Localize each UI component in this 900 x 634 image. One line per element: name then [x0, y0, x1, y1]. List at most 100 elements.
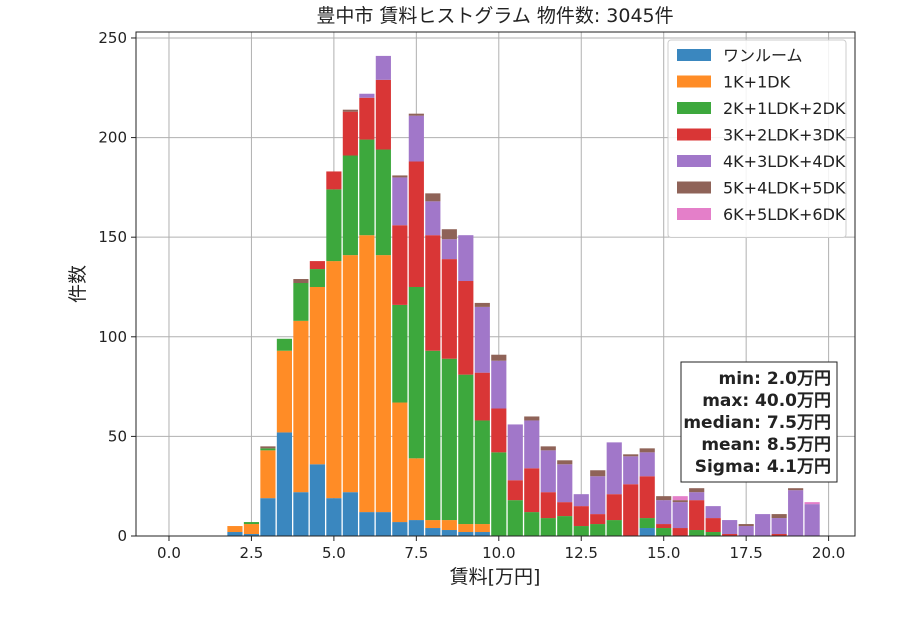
bar-segment	[408, 115, 424, 162]
bar-segment	[788, 488, 804, 491]
bar-segment	[408, 458, 424, 521]
bar-segment	[425, 193, 441, 202]
bar-segment	[656, 524, 672, 529]
stats-line: Sigma: 4.1万円	[695, 457, 831, 477]
bar-segment	[474, 524, 490, 533]
legend: ワンルーム 1K+1DK 2K+1LDK+2DK 3K+2LDK+3DK 4K+3LDK…	[667, 39, 847, 238]
legend-entry: 1K+1DK	[723, 73, 791, 92]
bar-segment	[507, 500, 523, 536]
x-tick-label: 5.0	[322, 544, 346, 562]
bar-segment	[771, 534, 787, 536]
y-tick-label: 0	[117, 527, 127, 545]
bar-segment	[359, 512, 375, 536]
bar-segment	[425, 350, 441, 521]
bar-segment	[276, 350, 292, 433]
bar-segment	[705, 518, 721, 533]
stats-line: min: 2.0万円	[719, 369, 831, 389]
legend-box	[667, 39, 847, 238]
bar-segment	[491, 408, 507, 453]
legend-entry: 4K+3LDK+4DK	[723, 152, 846, 171]
bar-segment	[606, 520, 622, 536]
bar-segment	[474, 420, 490, 525]
bar-segment	[425, 201, 441, 236]
y-axis-ticks: 0 50 100 150 200 250	[98, 29, 136, 545]
bar-segment	[408, 161, 424, 287]
bar-segment	[441, 229, 457, 240]
stats-line: mean: 8.5万円	[701, 435, 831, 455]
bar-segment	[474, 532, 490, 536]
legend-swatch	[677, 49, 711, 61]
bar-segment	[375, 79, 391, 150]
bar-segment	[441, 239, 457, 260]
stats-box-frame	[680, 361, 838, 483]
bar-segment	[441, 259, 457, 359]
bar-segment	[260, 448, 276, 451]
x-tick-label: 2.5	[240, 544, 264, 562]
bar-segment	[342, 111, 358, 156]
bar-segment	[276, 432, 292, 536]
bar-segment	[606, 442, 622, 495]
bar-segment	[540, 446, 556, 451]
bar-segment	[771, 518, 787, 535]
bar-segment	[425, 528, 441, 536]
bar-segment	[293, 279, 309, 283]
bar-segment	[359, 139, 375, 236]
bar-segment	[656, 496, 672, 501]
bar-segment	[689, 500, 705, 531]
bar-segment	[260, 498, 276, 536]
bar-segment	[491, 360, 507, 409]
bar-segment	[590, 514, 606, 525]
bar-segment	[672, 502, 688, 529]
bar-segment	[293, 492, 309, 536]
chart-title: 豊中市 賃料ヒストグラム 物件数: 3045件	[316, 5, 673, 27]
y-tick-label: 250	[98, 29, 127, 47]
legend-entry: ワンルーム	[723, 46, 803, 65]
bar-segment	[557, 516, 573, 536]
bar-segment	[425, 235, 441, 351]
bar-segment	[260, 446, 276, 449]
bar-segment	[524, 468, 540, 513]
legend-swatch	[677, 75, 711, 88]
bar-segment	[408, 286, 424, 459]
bar-segment	[623, 454, 639, 457]
bar-segment	[573, 494, 589, 507]
bar-segment	[441, 358, 457, 521]
bar-segment	[639, 528, 655, 536]
bar-segment	[458, 235, 474, 282]
x-axis-ticks: 0.0 2.5 5.0 7.5 10.0 12.5 15.0 17.5 20.0	[157, 536, 845, 562]
bar-segment	[392, 402, 408, 523]
bar-segment	[804, 504, 820, 536]
bar-segment	[689, 492, 705, 501]
y-axis-label: 件数	[67, 265, 89, 303]
legend-swatch	[677, 128, 711, 141]
bar-segment	[507, 424, 523, 481]
bar-segment	[524, 512, 540, 536]
bar-segment	[474, 372, 490, 421]
bar-segment	[738, 524, 754, 527]
x-tick-label: 0.0	[157, 544, 181, 562]
legend-swatch	[677, 181, 711, 194]
bar-segment	[639, 518, 655, 529]
bar-segment	[392, 177, 408, 226]
x-tick-label: 12.5	[565, 544, 598, 562]
bar-layer	[227, 55, 820, 536]
bar-segment	[705, 532, 721, 536]
bar-segment	[359, 97, 375, 140]
bar-segment	[342, 255, 358, 493]
bar-segment	[359, 235, 375, 513]
bar-segment	[557, 502, 573, 517]
legend-swatch	[677, 102, 711, 114]
bar-segment	[326, 189, 342, 262]
bar-segment	[243, 534, 260, 536]
legend-swatch	[677, 208, 711, 220]
bar-segment	[243, 524, 260, 535]
y-tick-label: 100	[98, 328, 127, 346]
bar-segment	[309, 261, 325, 270]
legend-entry: 6K+5LDK+6DK	[723, 205, 846, 224]
bar-segment	[326, 498, 342, 536]
bar-segment	[408, 520, 424, 536]
bar-segment	[458, 532, 474, 536]
bar-segment	[408, 113, 424, 116]
